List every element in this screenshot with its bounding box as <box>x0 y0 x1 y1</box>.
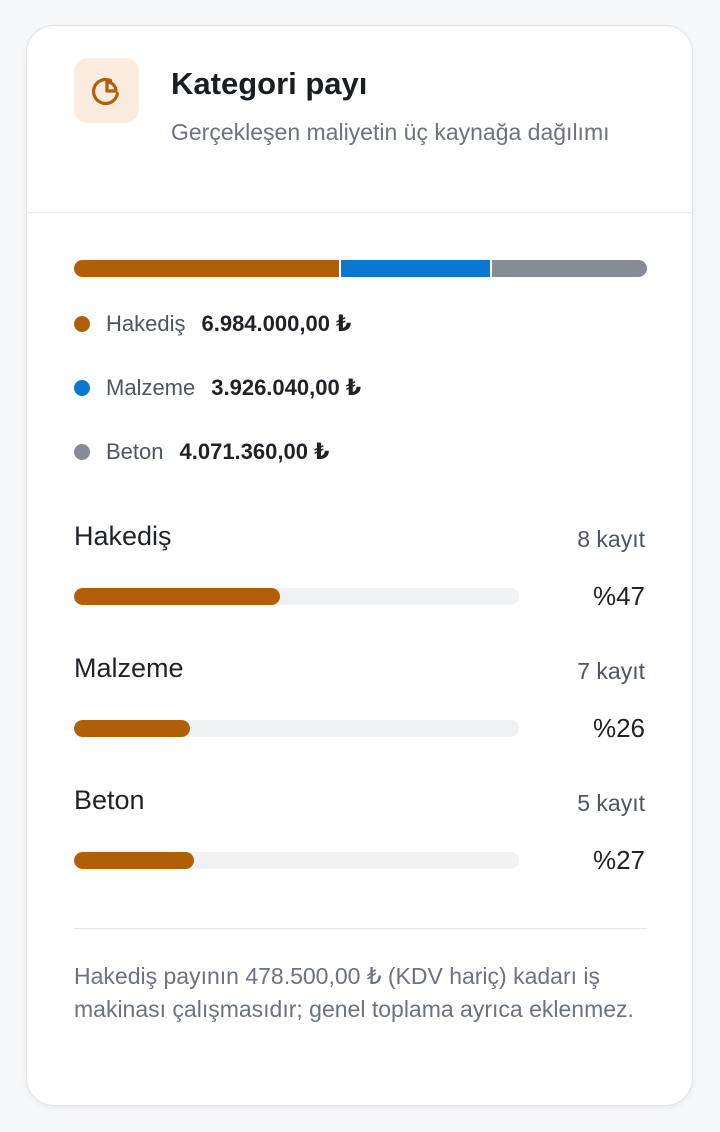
legend-label: Malzeme <box>106 375 196 400</box>
category-percent-beton: %27 <box>592 845 645 875</box>
category-count-malzeme: 7 kayıt <box>577 658 645 684</box>
segment-gap <box>490 260 493 277</box>
card-header: Kategori payı Gerçekleşen maliyetin üç k… <box>27 26 692 213</box>
legend-item-beton: Beton 4.071.360,00 ₺ <box>74 436 329 468</box>
category-name-hakedis: Hakediş <box>74 521 172 551</box>
category-progress-hakedis <box>74 588 519 605</box>
legend-dot <box>74 444 90 460</box>
category-progress-beton <box>74 852 519 869</box>
segment-gap <box>339 260 342 277</box>
category-share-card: Kategori payı Gerçekleşen maliyetin üç k… <box>26 25 693 1106</box>
legend-item-hakedis: Hakediş 6.984.000,00 ₺ <box>74 308 351 340</box>
progress-fill <box>74 720 191 737</box>
stacked-share-bar <box>74 260 647 277</box>
category-name-beton: Beton <box>74 785 145 815</box>
category-progress-malzeme <box>74 720 519 737</box>
category-percent-hakedis: %47 <box>592 581 645 611</box>
stack-segment-malzeme <box>341 260 491 277</box>
legend-value: 6.984.000,00 ₺ <box>201 311 352 336</box>
stack-segment-hakedi <box>74 260 340 277</box>
card-title: Kategori payı <box>171 66 368 101</box>
legend-label: Beton <box>106 439 164 464</box>
divider <box>74 928 647 929</box>
category-count-beton: 5 kayıt <box>577 790 645 816</box>
card-subtitle: Gerçekleşen maliyetin üç kaynağa dağılım… <box>171 119 610 145</box>
legend-dot <box>74 380 90 396</box>
category-count-hakedis: 8 kayıt <box>577 526 645 552</box>
category-percent-malzeme: %26 <box>592 713 645 743</box>
legend-dot <box>74 316 90 332</box>
legend-label: Hakediş <box>106 311 186 336</box>
pie-chart-icon <box>74 58 139 123</box>
progress-fill <box>74 588 281 605</box>
stack-segment-beton <box>492 260 647 277</box>
progress-fill <box>74 852 195 869</box>
category-name-malzeme: Malzeme <box>74 653 184 683</box>
footnote: Hakediş payının 478.500,00 ₺ (KDV hariç)… <box>74 963 634 1022</box>
legend-item-malzeme: Malzeme 3.926.040,00 ₺ <box>74 372 361 404</box>
legend-value: 4.071.360,00 ₺ <box>179 439 330 464</box>
legend-value: 3.926.040,00 ₺ <box>211 375 362 400</box>
